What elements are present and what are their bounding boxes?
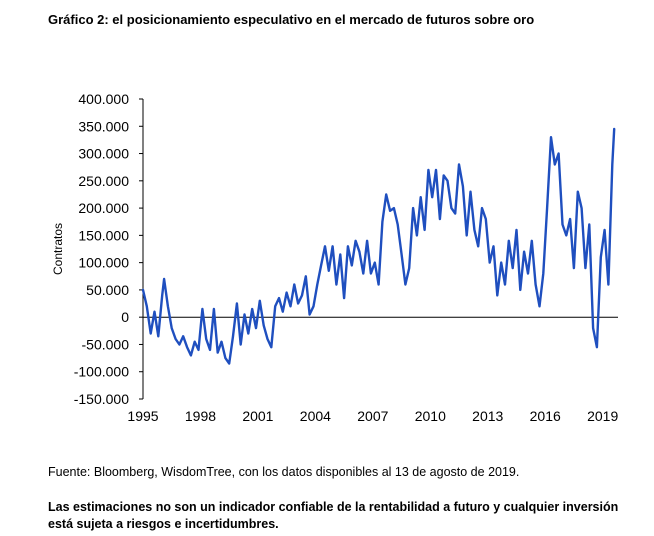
y-tick-label: 0 [121,309,129,325]
x-tick-label: 1998 [185,408,216,424]
x-tick-label: 2004 [300,408,331,424]
chart-title: Gráfico 2: el posicionamiento especulati… [48,12,535,27]
y-tick-marks [139,98,143,400]
y-tick-label: 100.000 [78,255,129,271]
x-tick-label: 2019 [587,408,618,424]
x-tick-labels: 1995 1998 2001 2004 2007 2010 2013 2016 2019 [127,408,618,424]
y-axis-title: Contratos [51,223,65,275]
y-tick-label: 50.000 [86,282,129,298]
x-tick-label: 1995 [127,408,158,424]
y-tick-label: -150.000 [74,391,129,407]
y-tick-label: 200.000 [78,200,129,216]
x-tick-label: 2013 [472,408,503,424]
disclaimer-note: Las estimaciones no son un indicador con… [48,500,619,531]
x-tick-label: 2001 [242,408,273,424]
y-tick-label: 300.000 [78,146,129,162]
y-tick-label: 350.000 [78,118,129,134]
y-tick-label: 400.000 [78,91,129,107]
x-tick-label: 2007 [357,408,388,424]
x-tick-label: 2010 [415,408,446,424]
y-tick-label: 250.000 [78,173,129,189]
y-tick-label: 150.000 [78,227,129,243]
x-tick-label: 2016 [530,408,561,424]
source-note: Fuente: Bloomberg, WisdomTree, con los d… [48,465,520,479]
y-tick-labels: 400.000 350.000 300.000 250.000 200.000 150.0… [74,91,129,407]
y-tick-label: -50.000 [82,336,130,352]
series-line-posicionamiento [141,127,616,365]
y-tick-label: -100.000 [74,364,129,380]
